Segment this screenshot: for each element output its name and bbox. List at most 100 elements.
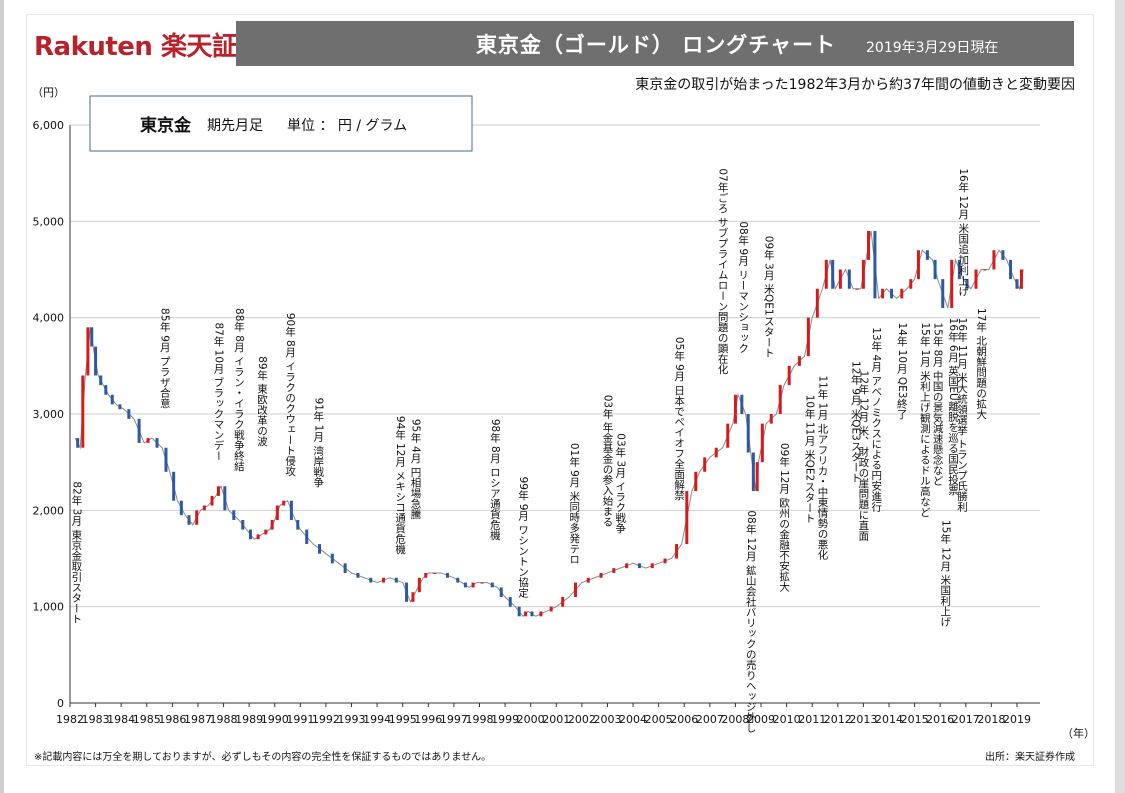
y-tick-label: 1,000 — [33, 601, 65, 614]
price-candle — [127, 409, 131, 419]
event-annotation: 15年 12月 米国利上げ — [939, 520, 951, 627]
price-candle — [925, 250, 929, 260]
price-candle — [508, 597, 512, 607]
price-candle — [867, 230, 871, 260]
price-candle — [787, 365, 791, 386]
price-candle — [941, 279, 945, 309]
price-candle — [490, 582, 494, 588]
price-candle — [561, 597, 565, 607]
price-candle — [524, 611, 528, 617]
price-candle — [216, 486, 220, 496]
price-candle — [983, 269, 987, 271]
price-candle — [873, 230, 877, 299]
price-candle — [957, 259, 961, 280]
price-candle — [694, 471, 698, 492]
price-candle — [855, 288, 859, 290]
price-candle — [86, 327, 90, 376]
right-edge — [1115, 0, 1125, 793]
legend-box — [89, 95, 473, 152]
event-annotation: 08年 9月 リーマンショック — [737, 221, 749, 353]
price-candle — [685, 491, 689, 545]
x-tick-label: 2017 — [952, 713, 980, 726]
price-candle — [382, 577, 386, 583]
event-annotation: 13年 4月 アベノミクスによる円安進行 — [870, 327, 882, 512]
price-candle — [223, 486, 227, 511]
x-tick-label: 2004 — [619, 713, 647, 726]
price-candle — [650, 563, 654, 569]
legend-unit: 単位 ： 円 / グラム — [287, 118, 407, 134]
price-candle — [195, 510, 199, 525]
x-tick-label: 2009 — [747, 713, 775, 726]
price-candle — [81, 375, 85, 448]
as-of-date: 2019年3月29日現在 — [866, 40, 999, 56]
event-annotation: 03年 3月 イラク戦争 — [614, 433, 626, 534]
event-annotation: 03年 年金基金の参入始まる — [601, 395, 613, 527]
x-tick-label: 2019 — [1003, 713, 1031, 726]
price-candle — [1001, 250, 1005, 260]
price-candle — [433, 572, 437, 574]
price-candle — [760, 423, 764, 463]
price-candle — [289, 500, 293, 520]
price-candle — [815, 288, 819, 318]
price-candle — [172, 471, 176, 501]
price-candle — [726, 423, 730, 448]
price-candle — [232, 510, 236, 520]
price-candle — [94, 346, 98, 376]
legend-detail: 期先月足 — [207, 118, 263, 134]
x-tick-label: 1997 — [440, 713, 468, 726]
event-annotation: 91年 1月 湾岸戦争 — [312, 398, 324, 488]
price-candle — [599, 572, 603, 578]
x-tick-label: 2011 — [798, 713, 826, 726]
price-candle — [248, 529, 252, 540]
x-tick-label: 1989 — [235, 713, 263, 726]
price-candle — [517, 606, 521, 617]
header-bar: 東京金（ゴールド） ロングチャート 2019年3月29日現在 — [236, 21, 1074, 66]
price-candle — [861, 259, 865, 289]
x-tick-label: 2000 — [517, 713, 545, 726]
disclaimer: ※記載内容には万全を期しておりますが、必ずしもその内容の完全性を保証するものでは… — [34, 752, 492, 763]
x-tick-label: 1986 — [158, 713, 186, 726]
x-tick-label: 1985 — [133, 713, 161, 726]
event-annotation: 01年 9月 米同時多発テロ — [568, 443, 580, 564]
event-annotation: 89年 東欧改革の波 — [256, 356, 268, 447]
price-candle — [202, 505, 206, 511]
event-annotation: 15年 1月 米利上げ観測によるドル高など — [919, 322, 931, 517]
event-annotation: 09年 12月 欧州の金融不安拡大 — [778, 443, 790, 593]
event-annotation: 11年 1月 北アフリカ・中東情勢の悪化 — [816, 375, 828, 560]
page-title: 東京金（ゴールド） ロングチャート — [475, 33, 836, 57]
price-candle — [974, 269, 978, 289]
event-annotation: 99年 9月 ワシントン協定 — [517, 477, 529, 599]
price-candle — [417, 577, 421, 593]
x-tick-label: 2018 — [977, 713, 1005, 726]
event-annotation: 16年 11月 米大統領選挙 トランプ氏勝利 — [956, 318, 968, 512]
price-candle — [275, 505, 279, 520]
price-candle — [586, 577, 590, 583]
price-candle — [187, 515, 191, 525]
price-candle — [625, 563, 629, 569]
x-tick-label: 2015 — [901, 713, 929, 726]
price-candle — [733, 394, 737, 424]
x-tick-label: 1984 — [107, 713, 135, 726]
price-candle — [890, 288, 894, 299]
price-candle — [210, 495, 214, 506]
price-candle — [675, 544, 679, 559]
price-candle — [480, 582, 484, 584]
price-candle — [179, 500, 183, 516]
x-tick-label: 1999 — [491, 713, 519, 726]
price-candle — [900, 288, 904, 299]
price-candle — [330, 553, 334, 564]
event-annotation: 12年 9月 米QE3スタート — [850, 361, 862, 483]
price-candle — [965, 279, 969, 289]
page-frame — [26, 14, 1094, 766]
price-candle — [456, 577, 460, 583]
x-tick-label: 1993 — [338, 713, 366, 726]
price-candle — [270, 519, 274, 530]
x-tick-label: 2006 — [670, 713, 698, 726]
event-annotation: 82年 3月 東京金取引スタート — [70, 481, 82, 623]
price-candle — [305, 529, 309, 545]
event-annotation: 15年 8月 中国の景気減速懸念など — [932, 322, 944, 485]
x-tick-label: 2001 — [542, 713, 570, 726]
price-candle — [394, 577, 398, 583]
price-candle — [909, 279, 913, 289]
price-candle — [916, 250, 920, 280]
